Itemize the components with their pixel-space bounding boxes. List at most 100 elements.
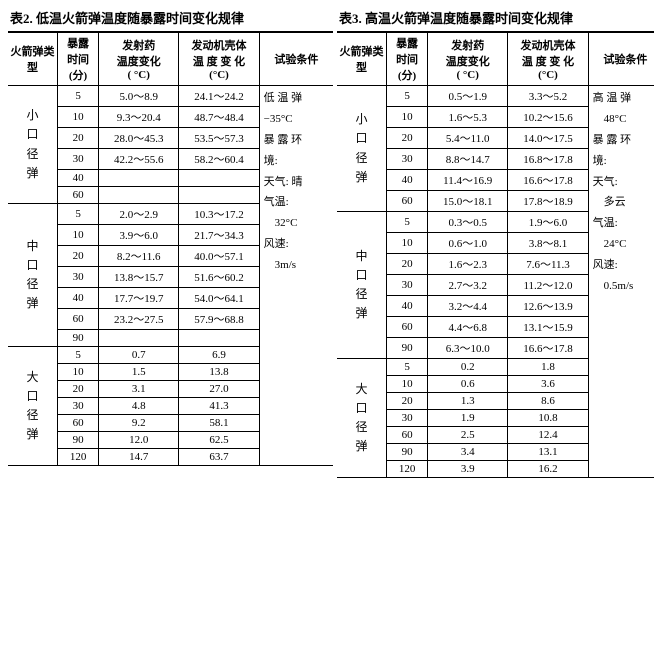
data-cell: 10.8	[508, 410, 588, 427]
data-cell: 3.6	[508, 376, 588, 393]
column-header: 发射药温度变化( °C)	[99, 32, 179, 86]
data-cell: 90	[58, 432, 99, 449]
data-cell: 60	[58, 415, 99, 432]
data-cell: 4.4～6.8	[428, 317, 508, 338]
data-cell: 90	[387, 444, 428, 461]
data-cell: 9.3～20.4	[99, 107, 179, 128]
data-cell: 58.1	[179, 415, 259, 432]
data-cell: 10	[387, 107, 428, 128]
data-cell: 20	[387, 128, 428, 149]
data-cell: 3.3～5.2	[508, 86, 588, 107]
table-caption: 表2. 低温火箭弹温度随暴露时间变化规律	[10, 8, 333, 27]
rocket-type-label: 小口径弹	[8, 86, 58, 204]
data-cell: 7.6～11.3	[508, 254, 588, 275]
data-cell: 14.0～17.5	[508, 128, 588, 149]
data-cell: 5	[58, 86, 99, 107]
data-cell: 1.9	[428, 410, 508, 427]
table-caption: 表3. 高温火箭弹温度随暴露时间变化规律	[339, 8, 654, 27]
data-cell: 5	[387, 359, 428, 376]
data-cell: 10	[387, 233, 428, 254]
data-cell	[179, 330, 259, 347]
column-header: 试验条件	[588, 32, 654, 86]
data-cell: 53.5～57.3	[179, 128, 259, 149]
rocket-type-label: 中口径弹	[8, 204, 58, 347]
data-cell: 30	[58, 149, 99, 170]
data-cell: 5.4～11.0	[428, 128, 508, 149]
data-cell: 0.6～1.0	[428, 233, 508, 254]
data-cell: 3.1	[99, 381, 179, 398]
data-cell: 40	[58, 288, 99, 309]
table: 火箭弹类 型暴露时间(分)发射药温度变化( °C)发动机壳体温 度 变 化(°C…	[8, 31, 333, 466]
data-cell: 54.0～64.1	[179, 288, 259, 309]
data-cell: 16.6～17.8	[508, 170, 588, 191]
data-cell: 60	[387, 317, 428, 338]
column-header: 火箭弹类型	[337, 32, 387, 86]
column-header: 发射药温度变化( °C)	[428, 32, 508, 86]
data-cell: 8.8～14.7	[428, 149, 508, 170]
data-cell: 10.3～17.2	[179, 204, 259, 225]
data-cell: 0.6	[428, 376, 508, 393]
data-cell: 1.9～6.0	[508, 212, 588, 233]
data-cell: 40	[387, 296, 428, 317]
rocket-type-label: 中口径弹	[337, 212, 387, 359]
data-cell: 51.6～60.2	[179, 267, 259, 288]
data-cell: 1.3	[428, 393, 508, 410]
data-cell: 16.6～17.8	[508, 338, 588, 359]
data-cell: 8.2～11.6	[99, 246, 179, 267]
data-cell: 0.7	[99, 347, 179, 364]
table-row: 小口径弹50.5～1.93.3～5.2高 温 弹 48°C暴 露 环境:天气: …	[337, 86, 654, 107]
data-cell: 57.9～68.8	[179, 309, 259, 330]
column-header: 火箭弹类 型	[8, 32, 58, 86]
column-header: 试验条件	[259, 32, 333, 86]
data-cell: 0.3～0.5	[428, 212, 508, 233]
data-table: 表3. 高温火箭弹温度随暴露时间变化规律火箭弹类型暴露时间(分)发射药温度变化(…	[337, 8, 654, 478]
data-cell: 10	[58, 364, 99, 381]
data-cell: 13.8～15.7	[99, 267, 179, 288]
data-cell: 40	[387, 170, 428, 191]
data-cell: 8.6	[508, 393, 588, 410]
data-cell: 2.0～2.9	[99, 204, 179, 225]
data-cell: 16.2	[508, 461, 588, 478]
data-cell: 3.9	[428, 461, 508, 478]
data-cell: 12.0	[99, 432, 179, 449]
data-cell	[179, 170, 259, 187]
data-cell: 6.9	[179, 347, 259, 364]
table: 火箭弹类型暴露时间(分)发射药温度变化( °C)发动机壳体温 度 变 化(°C)…	[337, 31, 654, 478]
data-cell: 30	[58, 398, 99, 415]
data-cell: 20	[387, 254, 428, 275]
data-cell	[99, 330, 179, 347]
data-cell: 20	[58, 128, 99, 149]
data-cell: 1.5	[99, 364, 179, 381]
data-cell: 11.4～16.9	[428, 170, 508, 191]
data-cell: 60	[58, 309, 99, 330]
column-header: 发动机壳体温 度 变 化(°C)	[179, 32, 259, 86]
data-cell: 10.2～15.6	[508, 107, 588, 128]
data-cell: 20	[387, 393, 428, 410]
data-cell: 90	[387, 338, 428, 359]
rocket-type-label: 大口径弹	[337, 359, 387, 478]
data-cell: 5	[387, 212, 428, 233]
data-cell: 2.7～3.2	[428, 275, 508, 296]
data-cell: 60	[387, 427, 428, 444]
data-cell: 10	[387, 376, 428, 393]
data-cell: 41.3	[179, 398, 259, 415]
data-cell: 5	[58, 347, 99, 364]
data-cell: 120	[58, 449, 99, 466]
data-cell: 120	[387, 461, 428, 478]
data-cell: 3.8～8.1	[508, 233, 588, 254]
data-cell: 28.0～45.3	[99, 128, 179, 149]
data-cell: 30	[387, 410, 428, 427]
data-cell: 17.8～18.9	[508, 191, 588, 212]
data-cell: 5	[58, 204, 99, 225]
data-cell: 1.6～2.3	[428, 254, 508, 275]
data-cell: 27.0	[179, 381, 259, 398]
data-cell	[179, 187, 259, 204]
data-cell: 58.2～60.4	[179, 149, 259, 170]
data-cell: 40.0～57.1	[179, 246, 259, 267]
data-cell: 20	[58, 246, 99, 267]
data-cell: 4.8	[99, 398, 179, 415]
data-cell: 12.4	[508, 427, 588, 444]
data-cell: 24.1～24.2	[179, 86, 259, 107]
data-cell: 13.1	[508, 444, 588, 461]
data-cell: 0.5～1.9	[428, 86, 508, 107]
